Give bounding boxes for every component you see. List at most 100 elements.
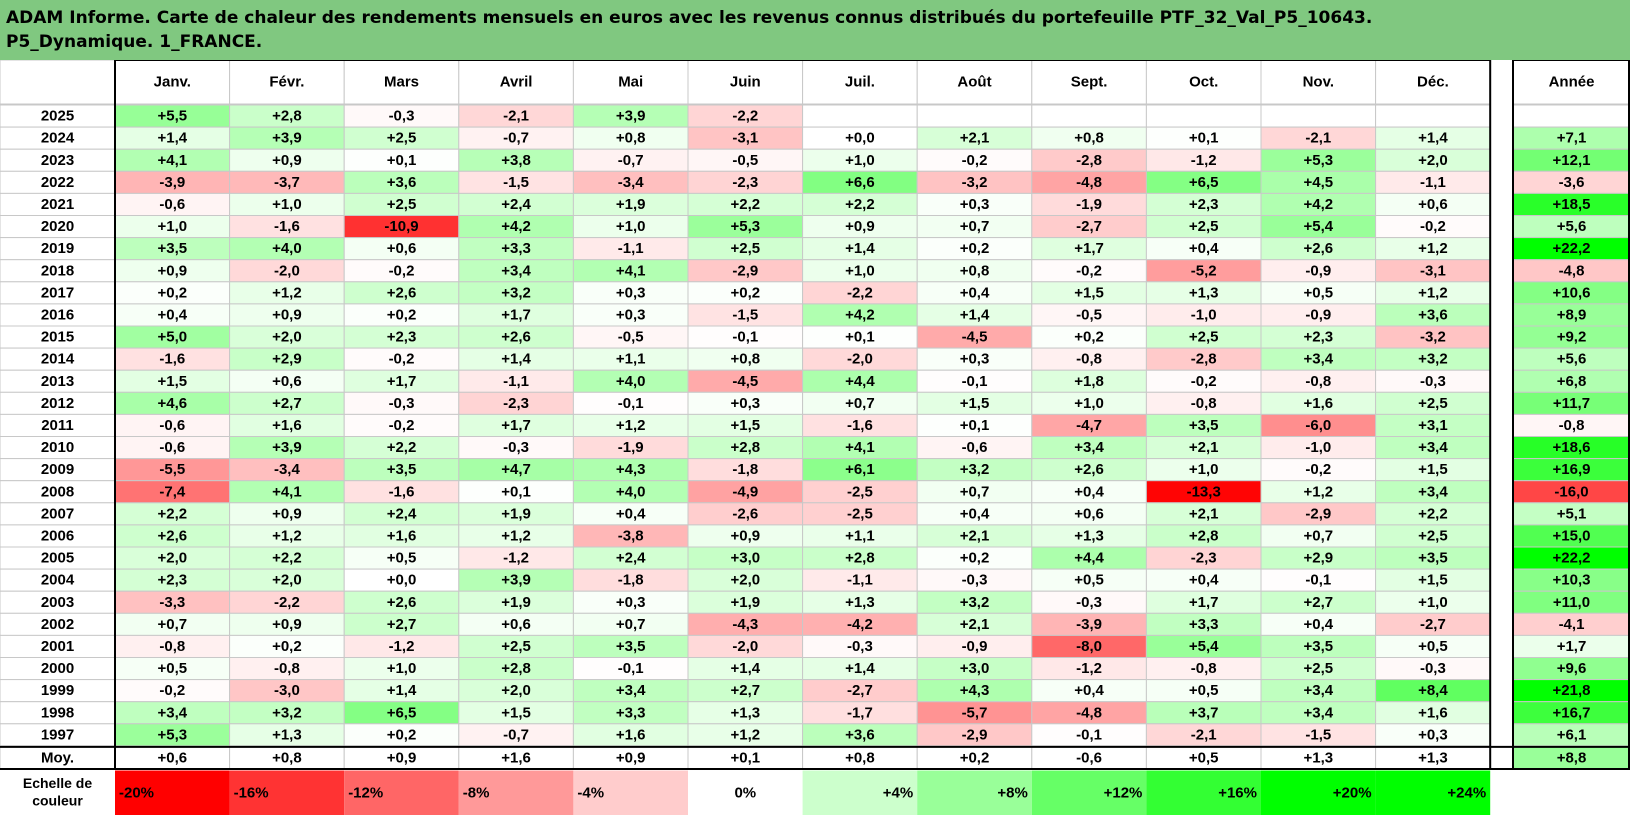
heatmap-value: +2,2 bbox=[387, 439, 417, 456]
month-header-cell bbox=[1145, 60, 1262, 105]
heatmap-value: -0,2 bbox=[1191, 373, 1217, 390]
heatmap-value: +3,4 bbox=[1418, 483, 1448, 500]
heatmap-value: +1,4 bbox=[845, 240, 875, 257]
heatmap-value: -5,7 bbox=[962, 704, 988, 721]
heatmap-value: -2,1 bbox=[503, 108, 529, 125]
heatmap-value: +0,9 bbox=[157, 262, 187, 279]
heatmap-value: +3,5 bbox=[1303, 638, 1333, 655]
heatmap-value: +4,1 bbox=[616, 262, 646, 279]
heatmap-value: -1,5 bbox=[503, 174, 529, 191]
heatmap-value: +1,0 bbox=[387, 660, 417, 677]
heatmap-value: +2,6 bbox=[501, 329, 531, 346]
heatmap-value: +8,4 bbox=[1418, 682, 1448, 699]
heatmap-value: +0,9 bbox=[845, 218, 875, 235]
heatmap-value: +2,1 bbox=[960, 527, 990, 544]
heatmap-value: -6,0 bbox=[1305, 417, 1331, 434]
heatmap-value: +3,1 bbox=[1418, 417, 1448, 434]
heatmap-value: +0,7 bbox=[616, 616, 646, 633]
heatmap-value: +0,2 bbox=[272, 638, 302, 655]
annual-header-label: Année bbox=[1549, 74, 1595, 91]
color-scale-swatch bbox=[1375, 770, 1491, 815]
annual-value: +10,3 bbox=[1553, 572, 1591, 589]
heatmap-value: +5,3 bbox=[1303, 152, 1333, 169]
heatmap-value: -0,7 bbox=[618, 152, 644, 169]
heatmap-value: +2,0 bbox=[1418, 152, 1448, 169]
heatmap-value: +3,4 bbox=[1303, 704, 1333, 721]
year-label: 2008 bbox=[41, 483, 74, 500]
heatmap-value: -7,4 bbox=[159, 483, 186, 500]
heatmap-value: -0,2 bbox=[389, 417, 415, 434]
heatmap-value: +1,4 bbox=[1418, 130, 1448, 147]
average-value: +1,6 bbox=[501, 749, 531, 766]
heatmap-value: +3,4 bbox=[157, 704, 187, 721]
heatmap-value: +3,6 bbox=[1418, 306, 1448, 323]
heatmap-value: -3,1 bbox=[1420, 262, 1446, 279]
annual-value: +8,9 bbox=[1557, 306, 1587, 323]
heatmap-cell bbox=[802, 104, 918, 128]
color-scale-swatch bbox=[1031, 770, 1147, 815]
year-label: 2024 bbox=[41, 130, 75, 147]
heatmap-value: -2,7 bbox=[1420, 616, 1446, 633]
heatmap-value: -0,3 bbox=[962, 572, 988, 589]
heatmap-value: +2,2 bbox=[272, 550, 302, 567]
heatmap-value: +1,5 bbox=[960, 395, 990, 412]
header-corner-cell bbox=[0, 60, 116, 105]
heatmap-value: -1,1 bbox=[847, 572, 873, 589]
heatmap-value: +2,0 bbox=[157, 550, 187, 567]
heatmap-value: +6,6 bbox=[845, 174, 875, 191]
heatmap-value: +3,5 bbox=[1418, 550, 1448, 567]
average-value: +0,5 bbox=[1189, 749, 1219, 766]
heatmap-cell bbox=[1031, 104, 1147, 128]
heatmap-value: -0,2 bbox=[1305, 461, 1331, 478]
heatmap-value: +4,2 bbox=[501, 218, 531, 235]
heatmap-value: -2,9 bbox=[1305, 505, 1331, 522]
heatmap-value: +5,0 bbox=[157, 329, 187, 346]
heatmap-value: +3,4 bbox=[1303, 682, 1333, 699]
heatmap-value: +1,9 bbox=[730, 594, 760, 611]
year-label: 2021 bbox=[41, 196, 74, 213]
heatmap-value: +3,9 bbox=[616, 108, 646, 125]
month-header-cell bbox=[229, 60, 345, 105]
heatmap-value: -1,2 bbox=[1076, 660, 1102, 677]
heatmap-value: +0,5 bbox=[1074, 572, 1104, 589]
heatmap-value: +2,6 bbox=[1074, 461, 1104, 478]
annual-value: +15,0 bbox=[1553, 527, 1591, 544]
heatmap-value: +0,5 bbox=[1303, 284, 1333, 301]
month-header-label: Sept. bbox=[1071, 74, 1108, 91]
average-value: +0,2 bbox=[960, 749, 990, 766]
heatmap-value: +1,2 bbox=[1303, 483, 1333, 500]
heatmap-value: +3,4 bbox=[1303, 351, 1333, 368]
heatmap-value: +1,0 bbox=[1418, 594, 1448, 611]
annual-value: +1,7 bbox=[1557, 638, 1587, 655]
heatmap-value: -0,8 bbox=[274, 660, 300, 677]
year-label: 2002 bbox=[41, 616, 74, 633]
heatmap-value: +0,4 bbox=[960, 284, 990, 301]
heatmap-value: +1,6 bbox=[616, 726, 646, 743]
heatmap-value: -1,2 bbox=[1191, 152, 1217, 169]
heatmap-value: +1,0 bbox=[616, 218, 646, 235]
heatmap-value: -4,5 bbox=[732, 373, 758, 390]
heatmap-value: +0,1 bbox=[845, 329, 875, 346]
heatmap-value: +2,9 bbox=[1303, 550, 1333, 567]
heatmap-value: +4,4 bbox=[845, 373, 875, 390]
report-title-line-2: P5_Dynamique. 1_FRANCE. bbox=[6, 32, 263, 52]
heatmap-value: +2,4 bbox=[501, 196, 531, 213]
month-header-cell bbox=[114, 60, 231, 105]
month-header-label: Mai bbox=[618, 74, 643, 91]
annual-value: +6,8 bbox=[1557, 373, 1587, 390]
year-label: 2001 bbox=[41, 638, 74, 655]
heatmap-value: +3,7 bbox=[1189, 704, 1219, 721]
color-scale-step-label: 0% bbox=[734, 784, 756, 801]
heatmap-value: +5,4 bbox=[1303, 218, 1333, 235]
heatmap-value: +0,3 bbox=[616, 594, 646, 611]
color-scale-swatch bbox=[229, 770, 345, 815]
heatmap-value: +0,4 bbox=[1074, 483, 1104, 500]
heatmap-value: +1,8 bbox=[1074, 373, 1104, 390]
color-scale-step-label: +8% bbox=[997, 784, 1027, 801]
heatmap-value: -2,3 bbox=[732, 174, 758, 191]
heatmap-value: -2,8 bbox=[1191, 351, 1217, 368]
heatmap-value: +2,5 bbox=[1418, 527, 1448, 544]
heatmap-value: +2,3 bbox=[1189, 196, 1219, 213]
color-scale-step-label: +12% bbox=[1104, 784, 1143, 801]
heatmap-value: +2,6 bbox=[387, 284, 417, 301]
